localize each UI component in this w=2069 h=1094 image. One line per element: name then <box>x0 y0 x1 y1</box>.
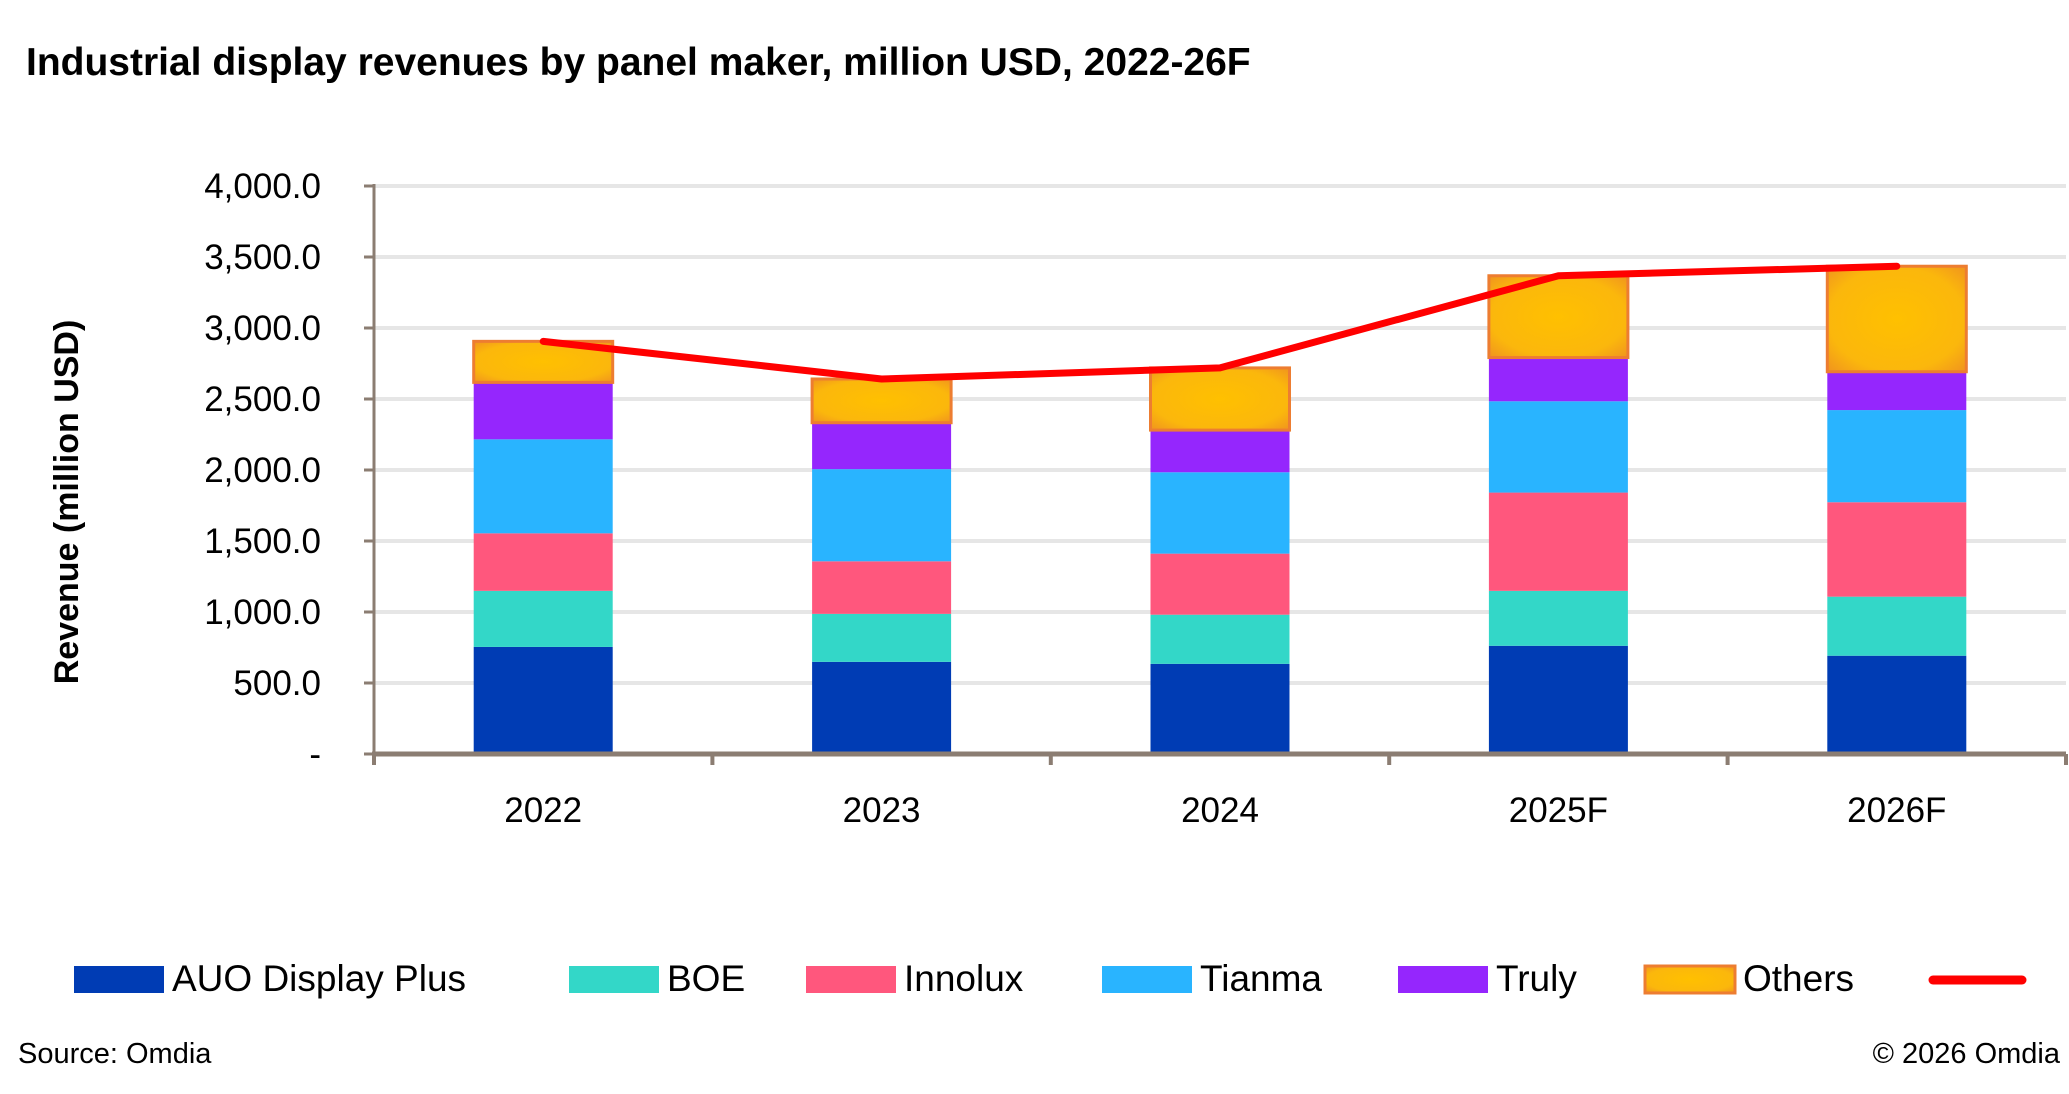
legend-swatch <box>1398 966 1488 993</box>
legend-label: Others <box>1743 958 1854 999</box>
legend-swatch <box>1643 964 1737 995</box>
x-tick-label: 2025F <box>1509 791 1608 830</box>
legend-label: Tianma <box>1200 958 1322 999</box>
y-tick-label: 1,000.0 <box>204 593 321 632</box>
copyright-note: © 2026 Omdia <box>1873 1038 2061 1070</box>
bar-segment-boe <box>473 590 613 647</box>
legend-swatch <box>1102 966 1192 993</box>
y-tick-label: 1,500.0 <box>204 522 321 561</box>
bar-segment-boe <box>1488 590 1628 646</box>
bar-segment-auo-display-plus <box>812 661 952 754</box>
bar-segment-boe <box>1827 596 1967 656</box>
bar-segment-truly <box>1488 357 1628 402</box>
x-tick-label: 2022 <box>504 791 582 830</box>
bar-segment-innolux <box>1488 492 1628 591</box>
bar-segment-others <box>810 377 953 425</box>
legend-label: AUO Display Plus <box>172 958 466 999</box>
bar-segment-innolux <box>812 561 952 614</box>
y-axis-title: Revenue (million USD) <box>48 320 86 685</box>
bar-segment-innolux <box>473 533 613 591</box>
x-tick-label: 2023 <box>843 791 921 830</box>
legend-label: Innolux <box>904 958 1024 999</box>
legend-label: BOE <box>667 958 745 999</box>
bar-segment-boe <box>812 613 952 662</box>
legend: AUO Display Plus BOE Innolux Tianma Truly Oth… <box>74 958 2027 999</box>
bar-segment-others <box>1149 366 1291 432</box>
bar-segment-truly <box>1827 371 1967 411</box>
bar-segment-others <box>1825 264 1968 374</box>
axes <box>372 184 2068 765</box>
bar-segment-auo-display-plus <box>473 646 613 754</box>
bar-segment-truly <box>1150 430 1290 473</box>
x-tick-label: 2026F <box>1847 791 1946 830</box>
bar-segment-auo-display-plus <box>1488 645 1628 754</box>
bar-segment-tianma <box>1488 401 1628 493</box>
bar-segment-auo-display-plus <box>1150 663 1290 754</box>
bar-segment-tianma <box>473 439 613 534</box>
bar-segment-boe <box>1150 614 1290 664</box>
y-tick-label: - <box>309 735 321 774</box>
bar-segment-auo-display-plus <box>1827 655 1967 754</box>
bar-segment-innolux <box>1827 502 1967 597</box>
x-tick-labels: 2022 2023 2024 2025F 2026F <box>504 791 1946 830</box>
bar-segment-truly <box>473 382 613 440</box>
bar-segment-tianma <box>1150 472 1290 554</box>
bar-segment-tianma <box>1827 410 1967 503</box>
y-tick-label: 500.0 <box>233 664 321 703</box>
chart-title: Industrial display revenues by panel mak… <box>26 41 1251 84</box>
y-tick-label: 4,000.0 <box>204 167 321 206</box>
legend-swatch <box>806 966 896 993</box>
bar-segment-tianma <box>812 469 952 562</box>
x-tick-label: 2024 <box>1181 791 1259 830</box>
bar-segment-innolux <box>1150 553 1290 615</box>
y-tick-label: 3,500.0 <box>204 238 321 277</box>
legend-swatch <box>569 966 659 993</box>
y-tick-label: 3,000.0 <box>204 309 321 348</box>
bar-segment-truly <box>812 422 952 470</box>
y-tick-label: 2,500.0 <box>204 380 321 419</box>
legend-label: Truly <box>1496 958 1577 999</box>
y-tick-label: 2,000.0 <box>204 451 321 490</box>
total-line <box>539 262 1901 383</box>
legend-swatch <box>74 966 164 993</box>
bars <box>472 264 1968 754</box>
total-line-path <box>539 262 1901 383</box>
y-tick-labels: - 500.0 1,000.0 1,500.0 2,000.0 2,500.0 3,000.… <box>204 167 321 774</box>
source-note: Source: Omdia <box>18 1038 212 1070</box>
